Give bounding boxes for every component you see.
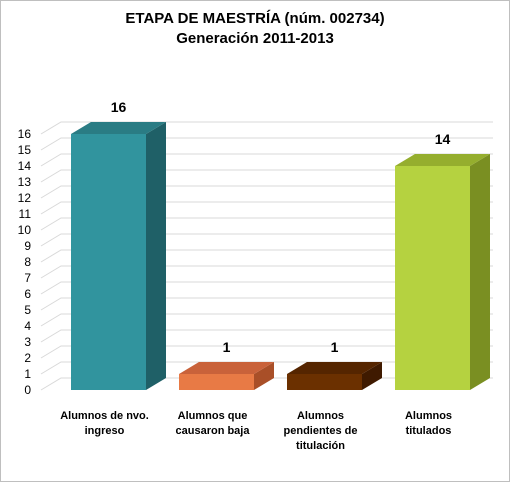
gridline	[40, 249, 493, 263]
category-label: Alumnos	[405, 410, 452, 422]
gridline	[40, 217, 493, 231]
y-tick-label: 5	[24, 303, 31, 317]
bar-side	[254, 362, 274, 390]
gridline	[40, 233, 493, 247]
gridline	[40, 345, 493, 359]
bar-side	[470, 154, 490, 390]
y-tick-label: 1	[24, 367, 31, 381]
y-tick-label: 15	[18, 143, 32, 157]
bar-front	[395, 166, 470, 390]
y-tick-label: 14	[18, 159, 32, 173]
y-tick-label: 10	[18, 223, 32, 237]
gridline	[40, 169, 493, 183]
bar-front	[179, 374, 254, 390]
y-tick-label: 6	[24, 287, 31, 301]
category-label: pendientes de	[284, 425, 358, 437]
y-tick-label: 9	[24, 239, 31, 253]
y-tick-label: 11	[19, 207, 32, 221]
category-label: Alumnos que	[178, 410, 248, 422]
y-tick-label: 8	[24, 255, 31, 269]
chart-title: ETAPA DE MAESTRÍA (núm. 002734) Generació…	[125, 10, 384, 47]
data-label: 16	[111, 99, 127, 115]
category-label: Alumnos	[297, 410, 344, 422]
bar-front	[71, 134, 146, 390]
category-label: ingreso	[85, 425, 125, 437]
category-label: titulados	[406, 425, 452, 437]
y-tick-label: 4	[24, 319, 31, 333]
chart-title-line: ETAPA DE MAESTRÍA (núm. 002734)	[125, 10, 384, 27]
bar-top	[395, 154, 490, 166]
y-tick-label: 13	[18, 175, 32, 189]
bar-side	[146, 122, 166, 390]
gridline	[40, 137, 493, 151]
bar	[179, 362, 274, 390]
y-tick-label: 12	[18, 191, 32, 205]
gridline	[40, 281, 493, 295]
data-label: 1	[331, 339, 339, 355]
bar	[71, 122, 166, 390]
gridlines	[40, 121, 493, 391]
bar-top	[179, 362, 274, 374]
gridline	[40, 329, 493, 343]
y-tick-label: 2	[24, 351, 31, 365]
category-label: causaron baja	[176, 425, 251, 437]
y-tick-label: 3	[24, 335, 31, 349]
gridline	[40, 153, 493, 167]
bar-top	[71, 122, 166, 134]
category-label: Alumnos de nvo.	[60, 410, 149, 422]
bar	[287, 362, 382, 390]
data-labels: 16 1 1 14	[111, 99, 451, 355]
category-labels: Alumnos de nvo. ingreso Alumnos que causaro…	[60, 410, 452, 452]
gridline	[40, 313, 493, 327]
y-tick-label: 0	[24, 383, 31, 397]
bar-side	[362, 362, 382, 390]
data-label: 1	[223, 339, 231, 355]
gridline	[40, 265, 493, 279]
bars	[71, 122, 490, 390]
category-label: titulación	[296, 440, 345, 452]
chart-title-line: Generación 2011-2013	[176, 30, 334, 47]
gridline	[40, 121, 493, 135]
bar-front	[287, 374, 362, 390]
bar	[395, 154, 490, 390]
y-tick-label: 7	[24, 271, 31, 285]
data-label: 14	[435, 131, 451, 147]
gridline	[40, 185, 493, 199]
gridline	[40, 201, 493, 215]
bar-top	[287, 362, 382, 374]
y-tick-label: 16	[18, 127, 32, 141]
gridline	[40, 297, 493, 311]
